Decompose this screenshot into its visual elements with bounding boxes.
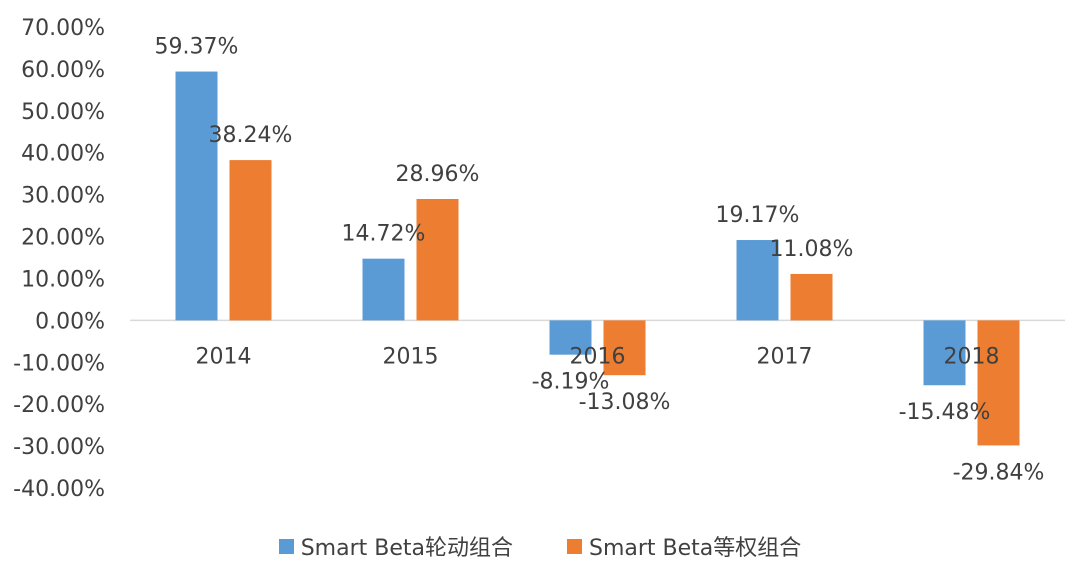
bar[interactable] <box>229 160 272 321</box>
bar[interactable] <box>603 320 646 376</box>
bar[interactable] <box>923 320 966 386</box>
legend-item-equal-weight[interactable]: Smart Beta等权组合 <box>567 530 801 562</box>
data-label: 59.37% <box>155 35 239 60</box>
bar[interactable] <box>736 240 779 321</box>
data-label: -13.08% <box>579 390 671 415</box>
y-tick-label: 40.00% <box>21 142 105 167</box>
y-tick-label: -40.00% <box>13 477 105 502</box>
data-label: 28.96% <box>396 162 480 187</box>
y-tick-label: 50.00% <box>21 100 105 125</box>
x-tick-label: 2016 <box>570 344 626 369</box>
bar[interactable] <box>175 71 218 321</box>
legend-swatch-equal-weight <box>567 538 582 554</box>
legend: Smart Beta轮动组合 Smart Beta等权组合 <box>0 530 1080 562</box>
bar[interactable] <box>790 273 833 321</box>
legend-label-rotation: Smart Beta轮动组合 <box>300 536 513 561</box>
bar[interactable] <box>977 320 1020 446</box>
y-tick-label: -20.00% <box>13 393 105 418</box>
bar[interactable] <box>549 320 592 355</box>
legend-label-equal-weight: Smart Beta等权组合 <box>589 536 802 561</box>
bar[interactable] <box>362 258 405 321</box>
x-axis-tick-labels: 2014 2015 2016 2017 2018 <box>196 344 1000 369</box>
y-tick-label: 0.00% <box>35 309 105 334</box>
data-label: 38.24% <box>209 123 293 148</box>
y-tick-label: 10.00% <box>21 267 105 292</box>
legend-item-rotation[interactable]: Smart Beta轮动组合 <box>278 530 513 562</box>
data-label: 14.72% <box>342 222 426 247</box>
x-tick-label: 2015 <box>383 344 439 369</box>
x-tick-label: 2017 <box>757 344 813 369</box>
data-label: -29.84% <box>953 460 1045 485</box>
data-label: -15.48% <box>899 400 991 425</box>
bar[interactable] <box>416 198 459 321</box>
data-label: -8.19% <box>532 370 610 395</box>
y-tick-label: -10.00% <box>13 351 105 376</box>
data-labels-layer: 59.37% 14.72% -8.19% 19.17% -15.48% 38.24% 28.… <box>155 35 1045 486</box>
y-tick-label: -30.00% <box>13 435 105 460</box>
y-axis-tick-labels: 70.00% 60.00% 50.00% 40.00% 30.00% 20.00% 10.0… <box>13 16 105 502</box>
data-label: 19.17% <box>716 203 800 228</box>
legend-swatch-rotation <box>278 538 294 554</box>
bars-layer <box>175 71 1020 446</box>
x-tick-label: 2014 <box>196 344 252 369</box>
y-tick-label: 30.00% <box>21 184 105 209</box>
data-label: 11.08% <box>770 237 854 262</box>
y-tick-label: 20.00% <box>21 226 105 251</box>
y-tick-label: 70.00% <box>21 16 105 41</box>
x-tick-label: 2018 <box>944 344 1000 369</box>
y-tick-label: 60.00% <box>21 58 105 83</box>
